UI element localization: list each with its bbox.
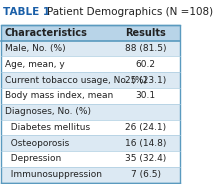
FancyBboxPatch shape xyxy=(1,104,180,120)
Text: Patient Demographics (N =108): Patient Demographics (N =108) xyxy=(47,7,213,17)
Text: Characteristics: Characteristics xyxy=(5,28,88,38)
Text: Osteoporosis: Osteoporosis xyxy=(5,139,69,148)
Text: 7 (6.5): 7 (6.5) xyxy=(131,170,161,179)
Text: 60.2: 60.2 xyxy=(136,60,156,69)
Text: Diabetes mellitus: Diabetes mellitus xyxy=(5,123,90,132)
FancyBboxPatch shape xyxy=(1,135,180,151)
FancyBboxPatch shape xyxy=(1,151,180,167)
Text: 16 (14.8): 16 (14.8) xyxy=(125,139,166,148)
FancyBboxPatch shape xyxy=(1,25,180,41)
Text: 25 (23.1): 25 (23.1) xyxy=(125,76,166,85)
Text: Body mass index, mean: Body mass index, mean xyxy=(5,91,113,100)
Text: Results: Results xyxy=(125,28,166,38)
FancyBboxPatch shape xyxy=(1,88,180,104)
FancyBboxPatch shape xyxy=(1,56,180,72)
Text: Immunosuppression: Immunosuppression xyxy=(5,170,102,179)
FancyBboxPatch shape xyxy=(1,120,180,135)
Text: Diagnoses, No. (%): Diagnoses, No. (%) xyxy=(5,107,91,116)
Text: Depression: Depression xyxy=(5,154,61,163)
Text: 26 (24.1): 26 (24.1) xyxy=(125,123,166,132)
FancyBboxPatch shape xyxy=(1,167,180,183)
Text: TABLE 1: TABLE 1 xyxy=(3,7,54,17)
Text: Male, No. (%): Male, No. (%) xyxy=(5,44,66,53)
Text: Age, mean, y: Age, mean, y xyxy=(5,60,65,69)
Text: 35 (32.4): 35 (32.4) xyxy=(125,154,166,163)
Text: 30.1: 30.1 xyxy=(136,91,156,100)
Text: 88 (81.5): 88 (81.5) xyxy=(125,44,166,53)
FancyBboxPatch shape xyxy=(1,41,180,56)
Text: Current tobacco usage, No. (%): Current tobacco usage, No. (%) xyxy=(5,76,147,85)
FancyBboxPatch shape xyxy=(1,72,180,88)
